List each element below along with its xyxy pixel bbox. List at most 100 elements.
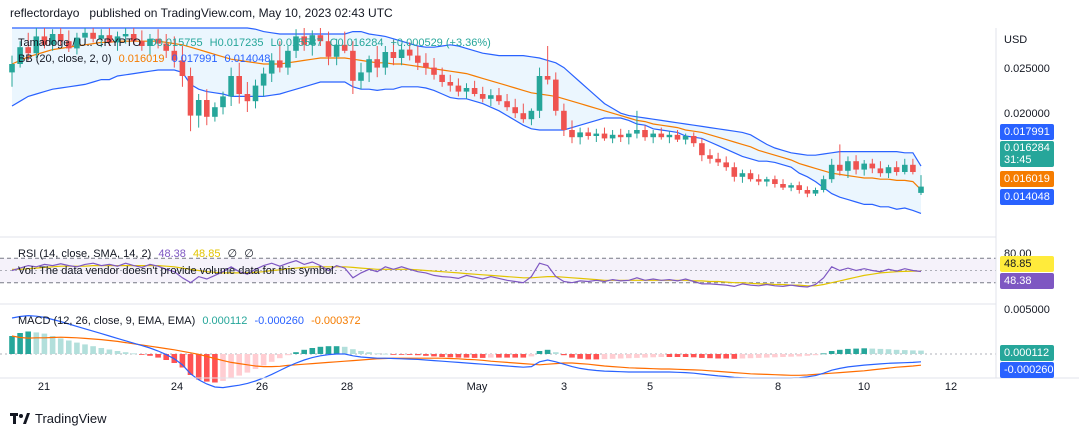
candle-body <box>350 50 356 81</box>
macd-hist-bar <box>674 354 681 357</box>
candle-body <box>358 72 364 81</box>
candle-body <box>585 132 591 136</box>
candle-body <box>739 173 746 177</box>
macd-hist-bar <box>130 353 137 355</box>
macd-line-value: -0.000260 <box>254 315 305 327</box>
candle-body <box>82 32 88 38</box>
macd-hist-bar <box>106 349 113 354</box>
time-tick: 26 <box>255 381 269 393</box>
macd-hist-bar <box>252 354 259 369</box>
published-text: published on TradingView.com, May 10, 20… <box>89 6 393 20</box>
time-tick: 24 <box>170 381 184 393</box>
macd-hist-bar <box>285 354 291 356</box>
bb-upper-pill: 0.017991 <box>1000 124 1054 140</box>
candle-body <box>666 134 673 138</box>
candle-body <box>49 34 56 45</box>
macd-hist-bar <box>577 354 583 359</box>
candle-body <box>617 134 624 138</box>
macd-hist-bar <box>780 354 786 357</box>
macd-hist-bar <box>601 354 608 360</box>
macd-hist-bar <box>910 350 916 354</box>
candle-body <box>415 55 421 63</box>
ohlc-change: +0.000529 (+3.36%) <box>390 37 491 49</box>
macd-hist-bar <box>463 354 470 358</box>
macd-hist-bar <box>139 354 145 355</box>
candle-body <box>642 130 648 138</box>
macd-hist-bar <box>74 342 80 354</box>
candle-body <box>220 96 226 108</box>
rsi-label[interactable]: RSI (14, close, SMA, 14, 2) <box>18 248 152 260</box>
candle-body <box>488 95 494 99</box>
macd-hist-bar <box>358 351 364 354</box>
macd-hist-bar <box>90 346 96 354</box>
macd-hist-bar <box>536 351 543 354</box>
candle-body <box>195 100 202 116</box>
macd-hist-bar <box>447 354 454 358</box>
ohlc-open: O0.015755 <box>148 37 203 49</box>
candle-body <box>820 179 827 190</box>
macd-legend: MACD (12, 26, close, 9, EMA, EMA) 0.0001… <box>18 314 365 328</box>
candle-body <box>366 59 372 73</box>
bb-label[interactable]: BB (20, close, 2, 0) <box>18 53 112 65</box>
candle-body <box>447 82 454 86</box>
candle-countdown: 31:45 <box>1004 154 1032 166</box>
bb-basis-value: 0.016019 <box>118 53 165 65</box>
macd-hist-bar <box>439 354 445 357</box>
candle-body <box>130 34 137 42</box>
candle-body <box>561 110 567 130</box>
candle-body <box>25 47 31 54</box>
candle-body <box>122 34 129 37</box>
brand-name: TradingView <box>35 411 107 426</box>
candle-body <box>812 190 819 194</box>
candle-body <box>869 163 876 169</box>
candle-body <box>772 179 778 184</box>
candle-body <box>715 158 721 163</box>
macd-hist-bar <box>82 344 88 354</box>
tradingview-brand[interactable]: TradingView <box>10 411 107 426</box>
macd-hist-value: 0.000112 <box>202 315 248 327</box>
candle-body <box>252 85 259 102</box>
macd-hist-bar <box>690 354 697 358</box>
macd-hist-bar <box>366 352 372 354</box>
candle-body <box>674 134 681 140</box>
publisher-line: reflectordayo published on TradingView.c… <box>10 6 393 20</box>
author-name[interactable]: reflectordayo <box>10 6 80 20</box>
candle-body <box>301 36 307 45</box>
macd-hist-bar <box>147 354 153 356</box>
candle-body <box>57 34 64 42</box>
candle-body <box>755 179 762 182</box>
time-tick: 21 <box>37 381 51 393</box>
currency-label[interactable]: USD <box>1004 34 1028 46</box>
ohlc-close: C0.016284 <box>329 37 384 49</box>
candle-body <box>804 190 811 194</box>
time-tick: 28 <box>340 381 354 393</box>
symbol-name[interactable]: Tamadoge / U.. CRYPTO <box>18 37 142 49</box>
candle-body <box>139 41 145 46</box>
candle-body <box>910 164 916 172</box>
macd-hist-bar <box>528 354 535 357</box>
macd-hist-bar <box>626 354 632 359</box>
macd-hist-bar <box>301 349 307 354</box>
candle-body <box>406 49 413 56</box>
candle-body <box>382 52 389 68</box>
candle-body <box>504 101 510 108</box>
macd-hist-bar <box>244 354 251 373</box>
candle-body <box>780 184 786 188</box>
candle-body <box>114 36 121 43</box>
candle-body <box>147 38 153 46</box>
bb-basis-pill: 0.016019 <box>1000 171 1054 187</box>
macd-hist-bar <box>707 354 713 359</box>
macd-hist-bar <box>804 354 811 356</box>
macd-hist-bar <box>423 354 429 356</box>
candle-body <box>764 179 770 182</box>
macd-hist-bar <box>666 354 673 357</box>
macd-label[interactable]: MACD (12, 26, close, 9, EMA, EMA) <box>18 315 196 327</box>
tradingview-logo-icon <box>10 412 30 424</box>
macd-hist-bar <box>406 354 413 355</box>
separators <box>0 28 1079 379</box>
candle-body <box>902 164 908 172</box>
candle-body <box>918 186 924 193</box>
candle-body <box>455 85 462 92</box>
macd-hist-bar <box>236 354 242 376</box>
